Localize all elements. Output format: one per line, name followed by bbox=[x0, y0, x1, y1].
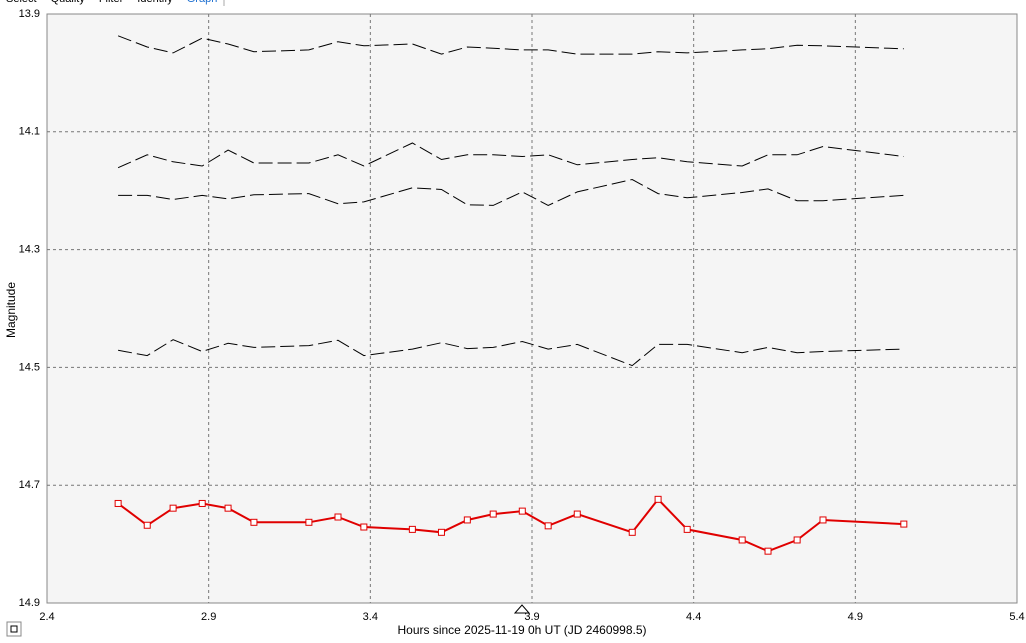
data-point bbox=[224, 504, 232, 512]
x-tick-label: 2.4 bbox=[39, 611, 54, 623]
data-point bbox=[764, 547, 772, 555]
x-tick-label: 3.4 bbox=[363, 611, 378, 623]
series-line bbox=[117, 497, 904, 553]
data-point bbox=[408, 525, 416, 533]
y-tick-label: 14.5 bbox=[19, 361, 40, 373]
data-point bbox=[463, 516, 471, 524]
data-point bbox=[819, 516, 827, 524]
data-point bbox=[573, 510, 581, 518]
data-point bbox=[437, 528, 445, 536]
x-tick-label: 5.4 bbox=[1009, 611, 1024, 623]
y-tick-label: 14.9 bbox=[19, 597, 40, 609]
data-point bbox=[793, 536, 801, 544]
tab[interactable]: Filter bbox=[99, 0, 124, 5]
y-tick-label: 14.1 bbox=[19, 126, 40, 138]
x-tick-label: 4.9 bbox=[848, 611, 863, 623]
data-point bbox=[360, 523, 368, 531]
data-point bbox=[654, 495, 662, 503]
data-point bbox=[143, 521, 151, 529]
x-tick-label: 2.9 bbox=[201, 611, 216, 623]
data-point bbox=[900, 520, 908, 528]
data-point bbox=[169, 504, 177, 512]
data-point bbox=[250, 518, 258, 526]
x-tick-label: 4.4 bbox=[686, 611, 701, 623]
data-point bbox=[738, 536, 746, 544]
plot: Select Quality Filter Identify Graph 13.9 14.1… bbox=[6, 0, 1025, 623]
data-point bbox=[518, 507, 526, 515]
series-line bbox=[117, 35, 904, 55]
data-point bbox=[628, 528, 636, 536]
y-tick-label: 13.9 bbox=[19, 8, 40, 20]
data-point bbox=[489, 510, 497, 518]
data-point bbox=[305, 518, 313, 526]
toggle-box[interactable] bbox=[6, 621, 22, 637]
series-line bbox=[117, 142, 904, 169]
tab[interactable]: Graph bbox=[187, 0, 218, 5]
data-point bbox=[198, 499, 206, 507]
toggle-icon bbox=[10, 625, 18, 633]
data-point bbox=[334, 513, 342, 521]
y-tick-label: 14.7 bbox=[19, 479, 40, 491]
y-tick-label: 14.3 bbox=[19, 244, 40, 256]
data-point bbox=[114, 499, 122, 507]
x-tick-label: 3.9 bbox=[524, 611, 539, 623]
data-point bbox=[544, 522, 552, 530]
series-line bbox=[118, 339, 904, 367]
series-line bbox=[118, 178, 904, 206]
tab[interactable]: Select bbox=[6, 0, 37, 5]
x-axis-label: Hours since 2025-11-19 0h UT (JD 2460998… bbox=[397, 623, 646, 637]
tab[interactable]: Quality bbox=[51, 0, 86, 5]
cursor-marker bbox=[513, 604, 531, 614]
data-point bbox=[683, 525, 691, 533]
y-axis-label: Magnitude bbox=[4, 282, 18, 338]
tab[interactable]: Identify bbox=[137, 0, 173, 5]
